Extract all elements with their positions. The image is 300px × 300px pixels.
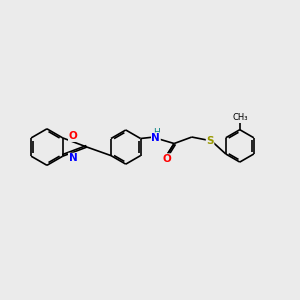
Text: S: S [206,136,214,146]
Text: O: O [68,131,77,142]
Text: O: O [162,154,171,164]
Text: N: N [152,133,160,143]
Text: H: H [153,128,160,137]
Text: O: O [68,131,77,142]
Text: CH₃: CH₃ [232,113,248,122]
Text: N: N [68,153,77,163]
